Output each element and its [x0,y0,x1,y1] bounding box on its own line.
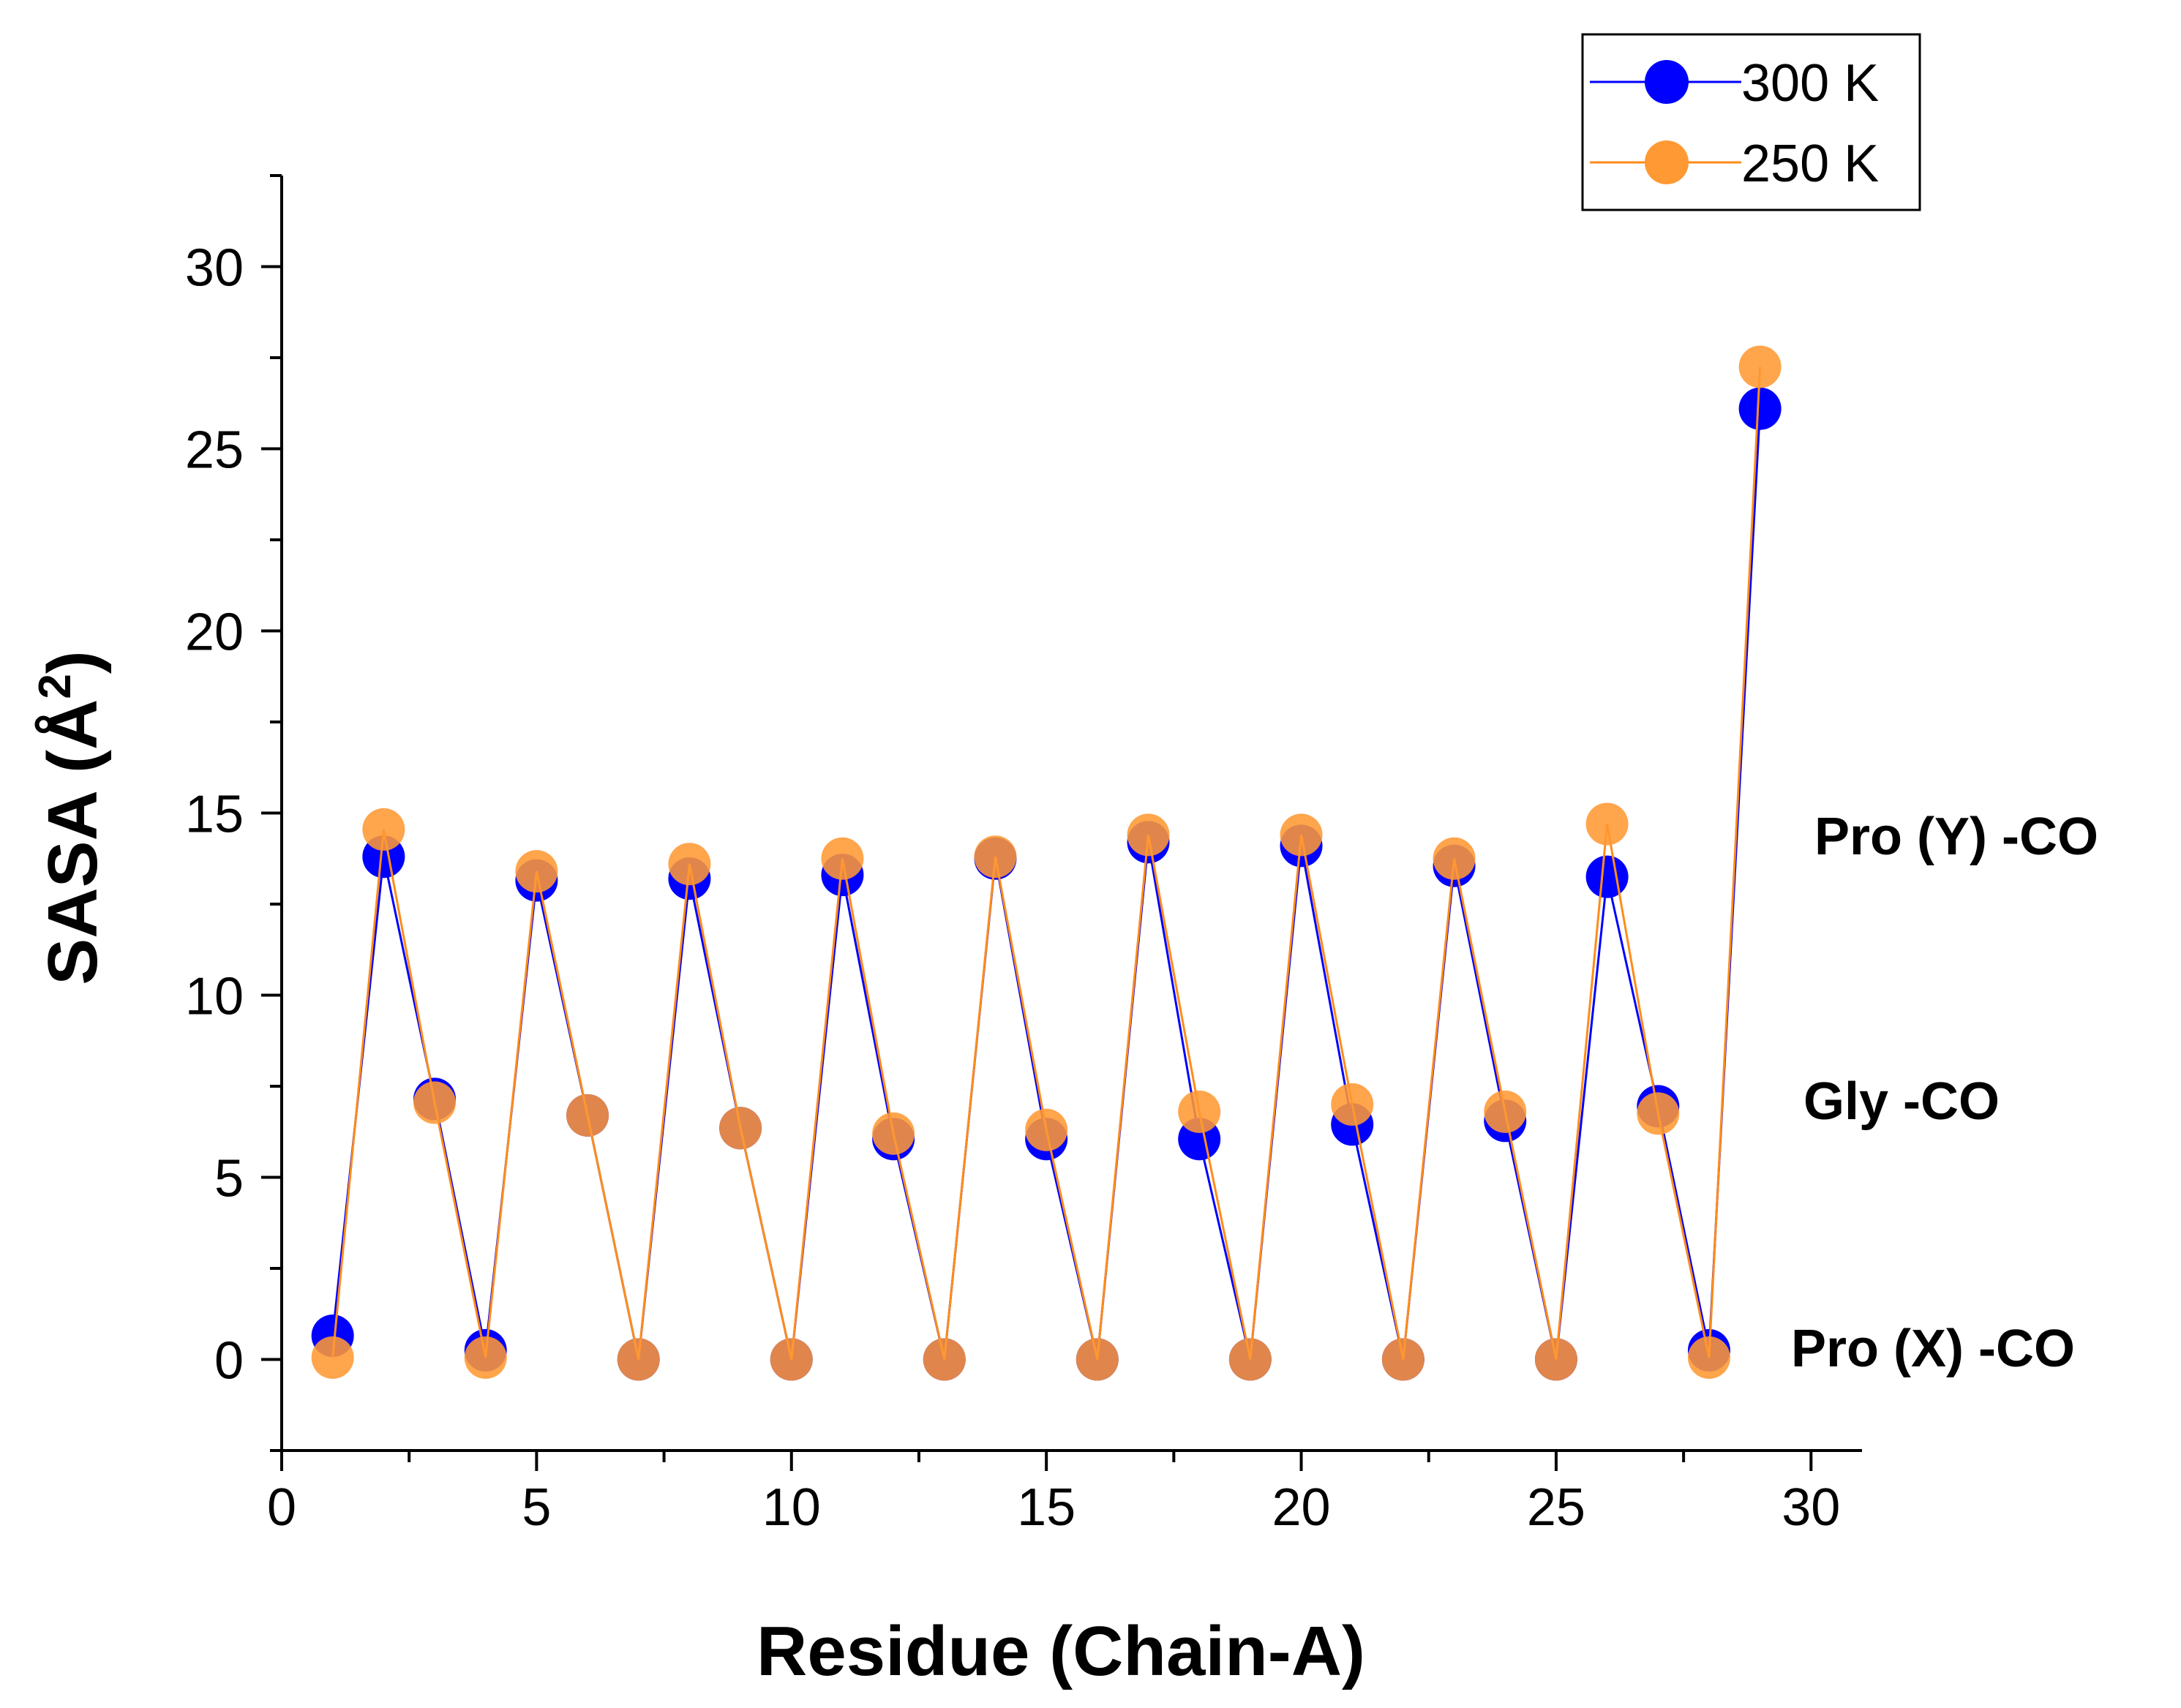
legend: 300 K 250 K [1581,33,1921,211]
legend-marker-300k [1645,60,1689,104]
data-point [719,1107,762,1150]
data-point [1738,387,1782,430]
data-point [311,1336,354,1380]
data-point [668,843,711,886]
y-tick-label-30: 30 [185,239,244,298]
data-point [1738,345,1782,388]
legend-label-250k: 250 K [1741,135,1879,193]
annotation-gly-co: Gly -CO [1803,1072,2000,1131]
data-point [974,835,1017,879]
data-point [1585,802,1629,846]
data-point [362,808,405,851]
x-tick-label-30: 30 [1782,1478,1840,1537]
legend-box [1581,33,1921,211]
data-point [566,1094,609,1137]
data-point [515,850,558,893]
data-point [821,837,864,880]
data-point [770,1338,813,1381]
y-axis-title-close: ) [34,650,112,674]
data-point [1076,1338,1119,1381]
y-tick-label-0: 0 [214,1332,244,1391]
data-point [617,1338,660,1381]
x-tick-label-0: 0 [267,1478,296,1537]
x-tick-label-25: 25 [1527,1478,1585,1537]
data-point [1585,855,1629,898]
data-point [872,1112,915,1155]
x-tick-label-15: 15 [1017,1478,1076,1537]
data-point [464,1336,507,1380]
data-point [1228,1338,1272,1381]
data-point [1331,1083,1374,1126]
data-point [1127,813,1170,857]
data-point [413,1081,457,1124]
y-axis-title-superscript: 2 [30,674,80,699]
data-point [1381,1338,1424,1381]
y-tick-label-20: 20 [185,603,244,662]
series-250k [311,345,1782,1381]
x-tick-label-5: 5 [522,1478,551,1537]
y-tick-label-15: 15 [185,786,244,844]
data-point [1637,1092,1680,1135]
data-point [1484,1090,1527,1133]
y-tick-label-10: 10 [185,968,244,1026]
y-tick-label-25: 25 [185,421,244,480]
series-layer [311,345,1782,1381]
legend-marker-250k [1645,140,1689,184]
data-point [1433,837,1476,880]
y-axis-title-main: SASA (Å [34,699,112,985]
x-tick-label-20: 20 [1272,1478,1331,1537]
annotation-pro-x-co: Pro (X) -CO [1791,1320,2075,1378]
data-point [1178,1090,1221,1133]
legend-label-300k: 300 K [1741,54,1879,113]
axes: 0 5 10 15 20 25 30 0 5 10 15 20 25 30 [185,174,1862,1537]
y-tick-label-5: 5 [214,1150,244,1208]
annotation-pro-y-co: Pro (Y) -CO [1814,808,2098,866]
x-axis-title: Residue (Chain-A) [757,1612,1365,1690]
y-axis-title: SASA (Å2) [30,650,112,985]
data-point [1280,813,1323,857]
x-tick-label-10: 10 [762,1478,821,1537]
data-point [1687,1336,1730,1380]
data-point [923,1338,966,1381]
data-point [1025,1108,1068,1151]
data-point [1534,1338,1577,1381]
